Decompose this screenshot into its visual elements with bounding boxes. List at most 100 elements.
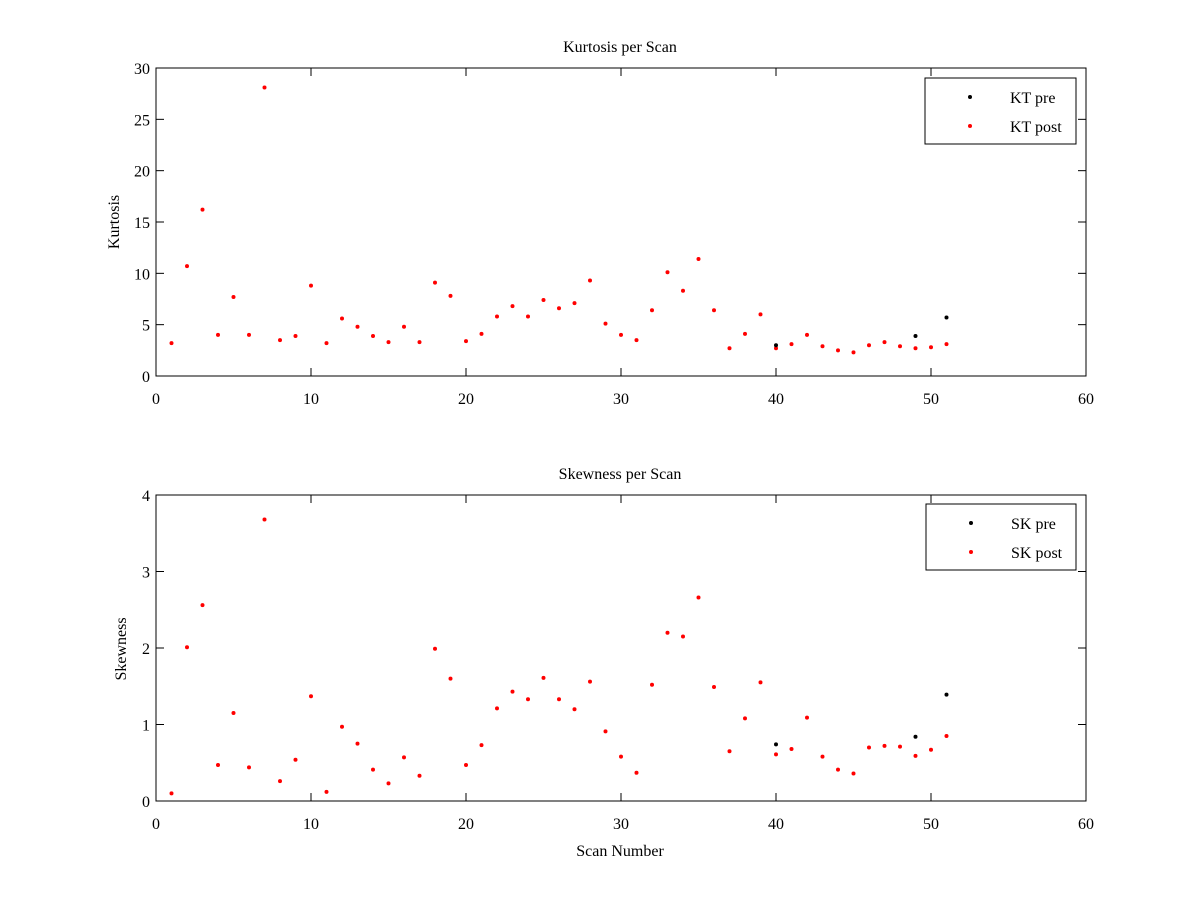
legend-marker — [968, 95, 972, 99]
post-point — [340, 316, 344, 321]
post-point — [758, 312, 763, 317]
post-point — [448, 676, 453, 681]
post-point — [526, 314, 530, 319]
post-point — [572, 707, 577, 712]
post-point — [433, 646, 437, 651]
x-tick-label: 0 — [152, 391, 160, 408]
post-point — [417, 773, 422, 778]
kurtosis-chart: Kurtosis per Scan Kurtosis 0 10 20 30 40 50 60… — [106, 39, 1094, 408]
chart-title: Kurtosis per Scan — [563, 39, 677, 56]
post-point — [371, 767, 375, 772]
post-point — [216, 332, 220, 337]
y-axis-label: Kurtosis — [106, 195, 123, 249]
post-point — [619, 332, 623, 337]
post-point — [789, 746, 794, 751]
post-point — [262, 85, 267, 90]
post-point — [247, 332, 251, 337]
post-point — [743, 716, 747, 721]
post-point — [464, 763, 468, 768]
post-point — [805, 715, 809, 720]
post-point — [882, 743, 887, 748]
post-point — [774, 346, 778, 351]
y-tick-label: 25 — [134, 112, 150, 129]
y-tick-label: 1 — [142, 718, 150, 735]
post-point — [526, 697, 530, 702]
post-point — [495, 314, 499, 319]
post-point — [309, 283, 313, 288]
post-point — [200, 603, 205, 608]
post-point — [355, 741, 360, 746]
post-point — [696, 595, 701, 600]
post-point — [851, 771, 856, 776]
post-point — [650, 682, 654, 687]
post-point — [216, 763, 220, 768]
post-point — [603, 321, 608, 326]
post-point — [231, 294, 236, 299]
legend-box — [924, 77, 1077, 145]
x-tick-label: 60 — [1078, 391, 1094, 408]
pre-point — [774, 742, 778, 747]
legend-marker — [969, 521, 973, 525]
post-point — [355, 324, 360, 329]
legend-label: SK post — [1011, 545, 1063, 562]
post-point — [324, 789, 329, 794]
plot-area: 0 10 20 30 40 50 60 0 5 10 15 20 25 30 — [134, 61, 1094, 408]
x-tick-label: 40 — [768, 391, 784, 408]
post-point — [867, 343, 871, 348]
x-tick-label: 20 — [458, 816, 474, 833]
x-tick-label: 30 — [613, 816, 629, 833]
post-point — [247, 765, 251, 770]
post-point — [262, 517, 267, 522]
post-point — [681, 288, 685, 293]
x-tick-label: 50 — [923, 391, 939, 408]
post-point — [169, 791, 174, 796]
post-point — [712, 308, 716, 313]
post-point — [944, 733, 949, 738]
post-point — [603, 729, 608, 734]
y-tick-label: 3 — [142, 565, 150, 582]
post-point — [588, 679, 592, 684]
plot-area: 0 10 20 30 40 50 60 0 1 2 3 4 — [142, 488, 1094, 833]
post-point — [557, 306, 561, 311]
post-point — [727, 749, 732, 754]
post-point — [913, 753, 918, 758]
post-point — [665, 270, 670, 275]
post-point — [231, 711, 236, 716]
post-point — [774, 752, 778, 757]
legend-marker — [969, 550, 973, 554]
y-tick-label: 10 — [134, 266, 150, 283]
post-point — [293, 333, 298, 338]
post-point — [867, 745, 871, 750]
post-point — [479, 331, 484, 336]
post-point — [681, 634, 685, 639]
post-point — [882, 340, 887, 345]
post-point — [278, 338, 282, 343]
y-axis-label: Skewness — [113, 617, 130, 680]
chart-title: Skewness per Scan — [559, 466, 682, 483]
post-point — [200, 207, 205, 212]
y-tick-label: 30 — [134, 61, 150, 78]
legend-label: SK pre — [1011, 516, 1056, 533]
y-tick-label: 20 — [134, 164, 150, 181]
post-point — [588, 278, 592, 283]
post-point — [464, 339, 468, 344]
post-point — [417, 340, 422, 345]
post-point — [324, 341, 329, 346]
post-point — [495, 706, 499, 711]
pre-point — [913, 333, 918, 338]
pre-point — [774, 343, 778, 348]
x-tick-label: 0 — [152, 816, 160, 833]
post-point — [820, 754, 825, 759]
y-tick-label: 4 — [142, 488, 150, 505]
x-tick-label: 10 — [303, 816, 319, 833]
post-point — [634, 338, 639, 343]
post-point — [541, 675, 546, 680]
post-point — [185, 645, 189, 650]
legend-label: KT pre — [1010, 90, 1055, 107]
post-point — [185, 264, 189, 269]
post-point — [293, 757, 298, 762]
legend: KT pre KT post — [924, 77, 1077, 145]
post-point — [402, 324, 406, 329]
post-point — [665, 630, 670, 635]
